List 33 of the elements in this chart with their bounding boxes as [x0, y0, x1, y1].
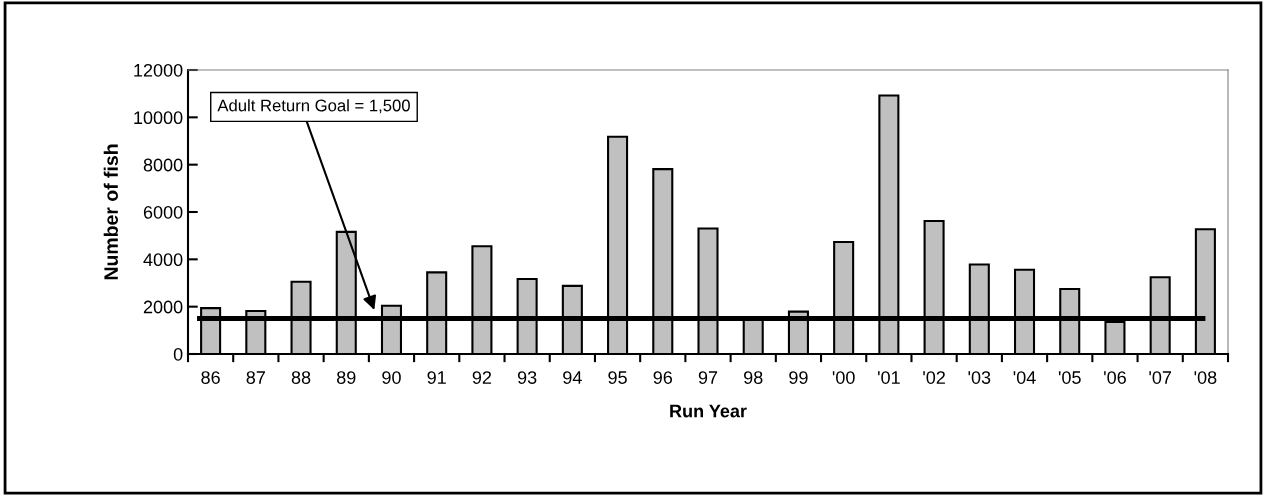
x-tick-label: 87 — [246, 371, 265, 384]
y-tick-label: 8000 — [143, 158, 183, 172]
x-tick-label: '00 — [832, 371, 855, 384]
x-tick-label: 94 — [563, 371, 582, 384]
y-tick-label: 6000 — [143, 205, 183, 219]
x-tick-label: 97 — [698, 371, 718, 384]
x-tick-label: '05 — [1058, 371, 1081, 384]
x-tick-label: '03 — [968, 371, 991, 384]
x-tick-label: '06 — [1104, 371, 1126, 384]
x-tick-label: 86 — [201, 371, 220, 384]
x-tick-label: 89 — [337, 371, 356, 384]
x-tick-label: 96 — [653, 371, 673, 384]
x-tick-label: 98 — [744, 371, 763, 384]
x-tick-label: 93 — [517, 371, 537, 384]
x-tick-label: 91 — [427, 371, 446, 384]
x-tick-label: '01 — [878, 371, 900, 384]
x-tick-label: '07 — [1149, 371, 1172, 384]
ref-line-label: Adult Return Goal = 1,500 — [217, 99, 410, 114]
x-tick-label: 99 — [789, 371, 808, 384]
y-tick-label: 4000 — [143, 253, 183, 267]
x-tick-label: '02 — [923, 371, 945, 384]
y-tick-label: 0 — [173, 347, 183, 361]
x-tick-label: 90 — [382, 371, 401, 384]
y-tick-label: 2000 — [143, 300, 183, 314]
x-axis-title: Run Year — [670, 404, 747, 418]
x-tick-label: 88 — [291, 371, 311, 384]
y-tick-label: 10000 — [134, 111, 183, 125]
x-tick-label: '08 — [1194, 371, 1217, 384]
x-tick-label: 92 — [472, 371, 492, 384]
x-tick-label: 95 — [608, 371, 627, 384]
y-tick-label: 12000 — [134, 63, 183, 77]
y-axis-title: Number of fish — [103, 144, 118, 280]
x-tick-label: '04 — [1013, 371, 1036, 384]
